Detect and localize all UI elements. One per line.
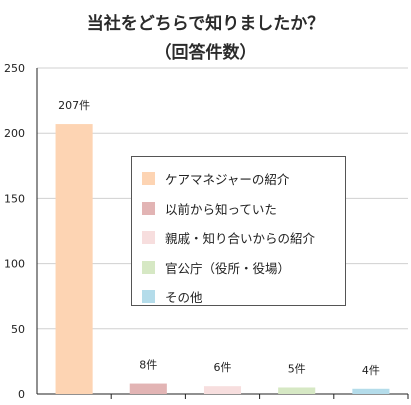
legend-item: 以前から知っていた <box>142 194 345 224</box>
y-tick-label: 50 <box>11 323 25 336</box>
legend-swatch <box>142 260 155 274</box>
legend-swatch <box>142 201 155 215</box>
legend-item: 官公庁（役所・役場） <box>142 253 345 283</box>
legend-label: その他 <box>165 290 203 306</box>
bar <box>55 124 93 395</box>
legend-swatch <box>142 290 155 304</box>
chart-subtitle: （回答件数） <box>154 43 257 63</box>
data-label: 4件 <box>362 364 380 377</box>
legend-item: その他 <box>142 282 345 312</box>
y-tick-label: 0 <box>18 388 25 401</box>
legend-item: ケアマネジャーの紹介 <box>142 164 345 194</box>
bar <box>203 386 242 394</box>
bar <box>352 388 390 394</box>
y-tick-label: 250 <box>4 62 25 75</box>
y-tick-label: 200 <box>4 127 25 140</box>
y-tick-label: 150 <box>4 192 25 205</box>
legend-label: 親戚・知り合いからの紹介 <box>165 231 316 247</box>
bar <box>278 387 316 394</box>
chart-legend: ケアマネジャーの紹介 以前から知っていた親戚・知り合いからの紹介 官公庁（役所・役場… <box>131 156 346 306</box>
data-label: 207件 <box>58 99 90 112</box>
legend-label: ケアマネジャーの紹介 <box>165 172 290 188</box>
data-label: 6件 <box>214 361 232 374</box>
legend-swatch <box>142 231 155 245</box>
legend-swatch <box>142 172 155 186</box>
legend-label: 官公庁（役所・役場） <box>165 260 291 276</box>
chart-title: 当社をどちらで知りましたか？ <box>86 14 325 34</box>
data-label: 8件 <box>139 359 157 372</box>
y-tick-label: 100 <box>4 258 25 271</box>
legend-item: 親戚・知り合いからの紹介 <box>142 223 345 253</box>
data-label: 5件 <box>288 362 306 375</box>
bar <box>129 383 167 394</box>
legend-label: 以前から知っていた <box>165 201 277 217</box>
